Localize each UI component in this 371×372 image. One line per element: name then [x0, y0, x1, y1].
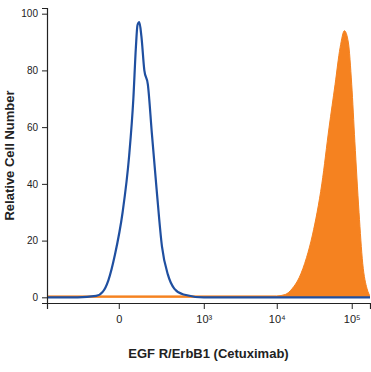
x-tick-label: 10³: [196, 313, 212, 325]
y-tick-mark: [42, 70, 47, 71]
y-tick-label: 0: [32, 292, 38, 303]
x-tick-mark: [204, 303, 205, 309]
y-tick-label: 20: [27, 235, 39, 246]
histogram-line: [47, 22, 370, 297]
y-tick-mark: [42, 14, 47, 15]
y-axis-line: [42, 9, 48, 304]
x-axis: 0 10³ 10⁴ 10⁵: [48, 303, 371, 325]
y-tick: 40: [27, 179, 47, 190]
y-tick: 100: [21, 8, 47, 19]
y-tick-label: 80: [27, 65, 39, 76]
x-tick-label: 10⁴: [269, 313, 286, 325]
x-tick-label: 10⁵: [344, 313, 361, 325]
x-tick-mark: [277, 303, 278, 309]
x-axis-title: EGF R/ErbB1 (Cetuximab): [128, 346, 288, 361]
y-tick-mark: [42, 297, 47, 298]
x-tick: 10⁴: [269, 303, 286, 325]
y-tick: 80: [27, 65, 47, 76]
y-tick-label: 60: [27, 122, 39, 133]
x-tick-mark: [352, 303, 353, 309]
y-tick-label: 40: [27, 179, 39, 190]
y-axis-title: Relative Cell Number: [2, 90, 17, 220]
chart: 0 10³ 10⁴ 10⁵ 0 20 40 60 80 100 EGF R/ErbB1 (Cetux…: [0, 0, 371, 372]
y-tick: 20: [27, 235, 47, 246]
y-axis: 0 20 40 60 80 100: [21, 8, 47, 303]
x-tick-mark: [119, 303, 120, 309]
x-tick: 0: [116, 303, 122, 325]
y-tick-mark: [42, 241, 47, 242]
histogram-area: [47, 31, 370, 298]
y-tick-mark: [42, 127, 47, 128]
y-tick-label: 100: [21, 8, 38, 19]
plot-area: [47, 22, 370, 297]
y-tick-mark: [42, 184, 47, 185]
x-tick: 10⁵: [344, 303, 361, 325]
y-tick: 0: [32, 292, 47, 303]
x-tick: 10³: [196, 303, 212, 325]
x-axis-line: [48, 304, 371, 310]
y-tick: 60: [27, 122, 47, 133]
x-tick-label: 0: [116, 313, 122, 325]
